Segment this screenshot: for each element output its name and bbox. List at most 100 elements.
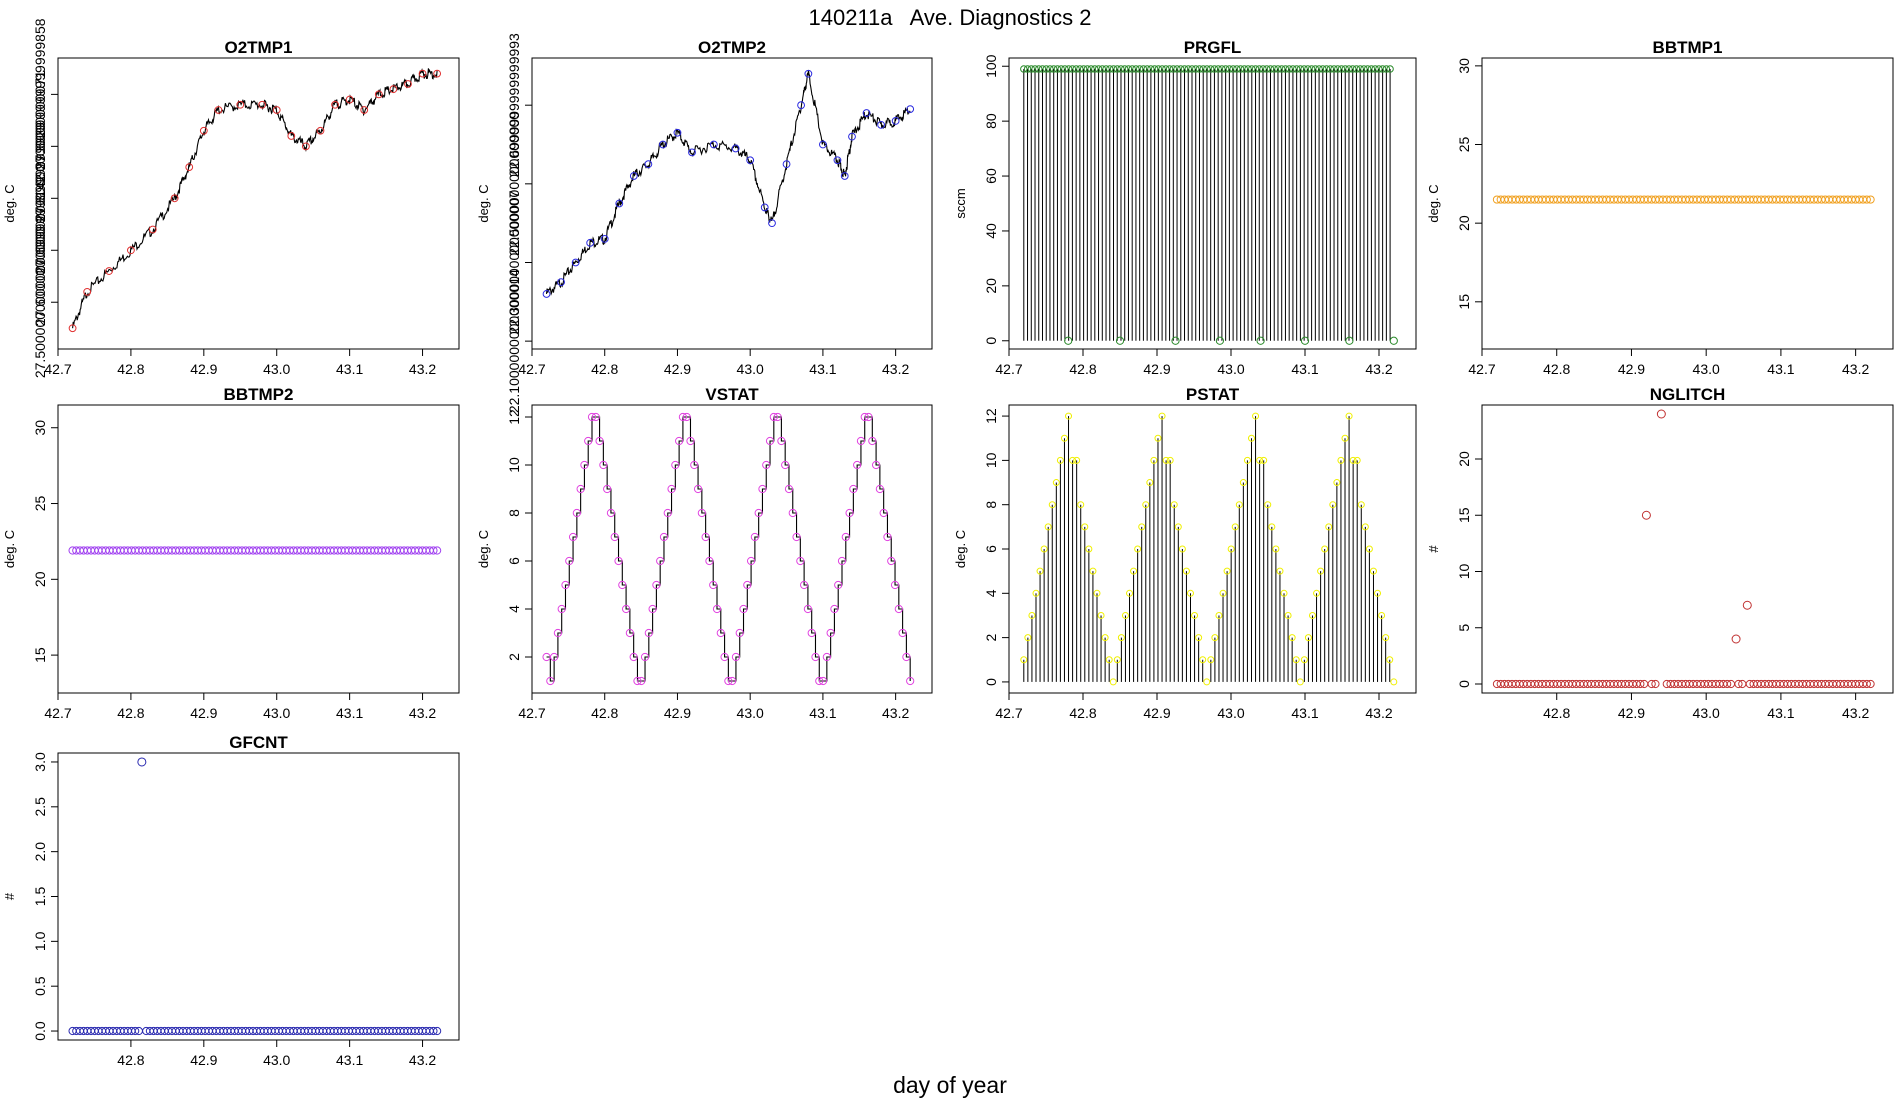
data-point bbox=[1284, 611, 1292, 619]
x-tick-label: 43.0 bbox=[737, 361, 764, 377]
x-axis-label: day of year bbox=[893, 1072, 1007, 1098]
plot-frame bbox=[1481, 57, 1894, 350]
data-point bbox=[1263, 65, 1271, 73]
data-point bbox=[1211, 634, 1219, 642]
data-point bbox=[1057, 65, 1065, 73]
data-point bbox=[773, 412, 782, 422]
data-point bbox=[1255, 65, 1263, 73]
data-point bbox=[797, 101, 805, 110]
data-point bbox=[1199, 65, 1207, 73]
data-point bbox=[374, 90, 383, 99]
x-tick-label: 43.1 bbox=[809, 361, 836, 377]
y-tick-label: 0.0 bbox=[32, 1021, 48, 1041]
data-point bbox=[1158, 412, 1166, 420]
x-tick-label: 42.8 bbox=[591, 361, 618, 377]
x-tick-label: 43.0 bbox=[263, 705, 290, 721]
y-tick-label: 25 bbox=[32, 496, 48, 512]
data-point bbox=[1218, 65, 1226, 73]
data-point bbox=[1315, 65, 1323, 73]
data-point bbox=[762, 460, 771, 470]
plot-frame bbox=[57, 752, 460, 1041]
data-point bbox=[1170, 501, 1178, 509]
data-point bbox=[1390, 678, 1398, 686]
data-point bbox=[1268, 523, 1276, 531]
data-point bbox=[1326, 65, 1334, 73]
data-point bbox=[720, 652, 729, 662]
data-point bbox=[1274, 65, 1282, 73]
data-point bbox=[833, 156, 842, 165]
data-point bbox=[1285, 65, 1293, 73]
x-tick-label: 42.9 bbox=[1143, 705, 1170, 721]
x-tick-label: 43.0 bbox=[1217, 705, 1244, 721]
x-tick-label: 42.9 bbox=[664, 705, 691, 721]
data-point bbox=[199, 126, 208, 135]
data-point bbox=[1188, 65, 1196, 73]
data-point bbox=[603, 484, 612, 494]
data-point bbox=[1079, 65, 1088, 73]
data-point bbox=[1036, 567, 1044, 575]
y-tick-label: 4 bbox=[506, 605, 522, 613]
y-tick-label: 22.6999999999999993 bbox=[506, 33, 522, 177]
x-tick-label: 43.0 bbox=[737, 705, 764, 721]
data-point bbox=[1281, 65, 1290, 73]
data-point bbox=[1330, 65, 1338, 73]
data-point bbox=[1651, 679, 1660, 689]
y-tick-label: 27.89999999999999858 bbox=[32, 18, 48, 170]
data-point bbox=[716, 628, 725, 638]
data-point bbox=[1300, 336, 1310, 345]
y-tick-label: 0.5 bbox=[32, 976, 48, 996]
data-point bbox=[728, 676, 737, 686]
data-point bbox=[1307, 65, 1316, 73]
data-point bbox=[1337, 65, 1346, 73]
y-tick-label: 22.1000000000000014 bbox=[506, 269, 522, 413]
data-point bbox=[1862, 195, 1871, 204]
data-point bbox=[1126, 589, 1134, 597]
data-point bbox=[1139, 65, 1148, 73]
data-point bbox=[746, 156, 755, 165]
y-axis-label: deg. C bbox=[476, 184, 491, 222]
data-point bbox=[571, 258, 580, 267]
data-point bbox=[301, 142, 310, 151]
y-tick-label: 20 bbox=[1456, 451, 1472, 467]
y-tick-label: 15 bbox=[1456, 294, 1472, 310]
data-point bbox=[682, 412, 691, 422]
y-axis-label: deg. C bbox=[2, 530, 17, 568]
data-point bbox=[784, 484, 794, 494]
data-point bbox=[1134, 545, 1142, 553]
y-tick-label: 2.0 bbox=[32, 842, 48, 862]
data-point bbox=[1191, 611, 1199, 619]
y-axis-label: deg. C bbox=[1426, 184, 1441, 222]
data-point bbox=[258, 100, 267, 109]
data-point bbox=[1280, 589, 1288, 597]
data-point bbox=[1288, 634, 1296, 642]
data-point bbox=[760, 203, 769, 212]
data-point bbox=[693, 484, 703, 494]
data-point bbox=[675, 436, 684, 446]
data-point bbox=[1256, 336, 1265, 345]
panel-title: O2TMP1 bbox=[224, 38, 292, 57]
data-point bbox=[1171, 336, 1180, 345]
data-point bbox=[1138, 523, 1146, 531]
data-point bbox=[1369, 567, 1377, 575]
y-tick-label: 20 bbox=[983, 278, 999, 294]
data-point bbox=[1866, 679, 1875, 689]
data-point bbox=[546, 676, 555, 686]
data-point bbox=[659, 140, 667, 149]
data-point bbox=[429, 546, 438, 555]
data-point bbox=[902, 652, 911, 662]
x-tick-label: 42.9 bbox=[190, 1052, 217, 1068]
data-point bbox=[1077, 501, 1085, 509]
data-point bbox=[891, 117, 900, 125]
data-point bbox=[671, 460, 680, 470]
data-point bbox=[758, 484, 767, 494]
y-tick-label: 15 bbox=[32, 647, 48, 663]
y-tick-label: 27.50000000000000000 bbox=[32, 226, 48, 378]
data-point bbox=[1042, 65, 1050, 73]
y-axis-label: sccm bbox=[953, 188, 968, 218]
panel-gfcnt: GFCNT #42.8 42.9 43.0 43.1 43.2 0.0 0.5 1.0 1.5 2.… bbox=[2, 733, 460, 1068]
data-point bbox=[796, 556, 805, 566]
y-tick-label: 40 bbox=[983, 223, 999, 239]
x-tick-label: 42.9 bbox=[1618, 361, 1645, 377]
data-point bbox=[1105, 656, 1113, 664]
data-point bbox=[1647, 679, 1656, 689]
